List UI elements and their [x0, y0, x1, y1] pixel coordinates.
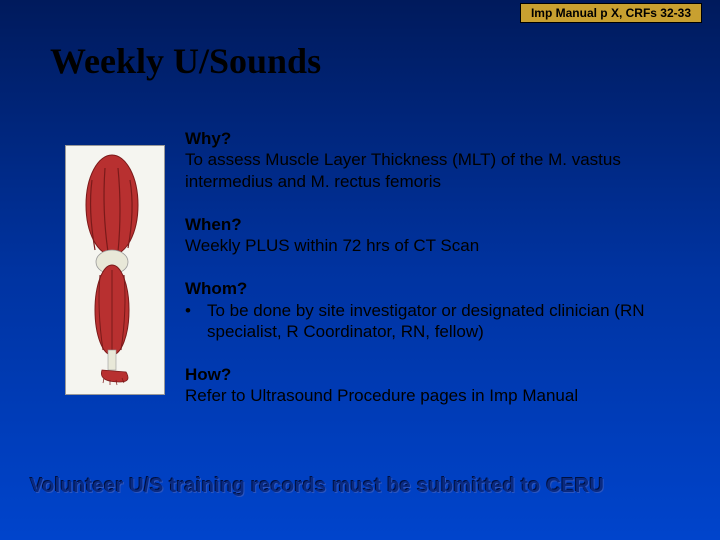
header-reference-badge: Imp Manual p X, CRFs 32-33 — [520, 3, 702, 23]
slide-title: Weekly U/Sounds — [50, 40, 321, 82]
how-text: Refer to Ultrasound Procedure pages in I… — [185, 385, 690, 406]
how-heading: How? — [185, 364, 690, 385]
section-how: How? Refer to Ultrasound Procedure pages… — [185, 364, 690, 407]
leg-muscle-icon — [70, 150, 160, 390]
when-heading: When? — [185, 214, 690, 235]
anatomy-image — [65, 145, 165, 395]
whom-heading: Whom? — [185, 278, 690, 299]
why-text: To assess Muscle Layer Thickness (MLT) o… — [185, 149, 690, 192]
when-text: Weekly PLUS within 72 hrs of CT Scan — [185, 235, 690, 256]
section-why: Why? To assess Muscle Layer Thickness (M… — [185, 128, 690, 192]
section-whom: Whom? • To be done by site investigator … — [185, 278, 690, 342]
content-area: Why? To assess Muscle Layer Thickness (M… — [185, 128, 690, 429]
whom-text: To be done by site investigator or desig… — [207, 300, 690, 343]
why-heading: Why? — [185, 128, 690, 149]
footer-note: Volunteer U/S training records must be s… — [30, 475, 604, 498]
bullet-point: • — [185, 300, 207, 321]
section-when: When? Weekly PLUS within 72 hrs of CT Sc… — [185, 214, 690, 257]
